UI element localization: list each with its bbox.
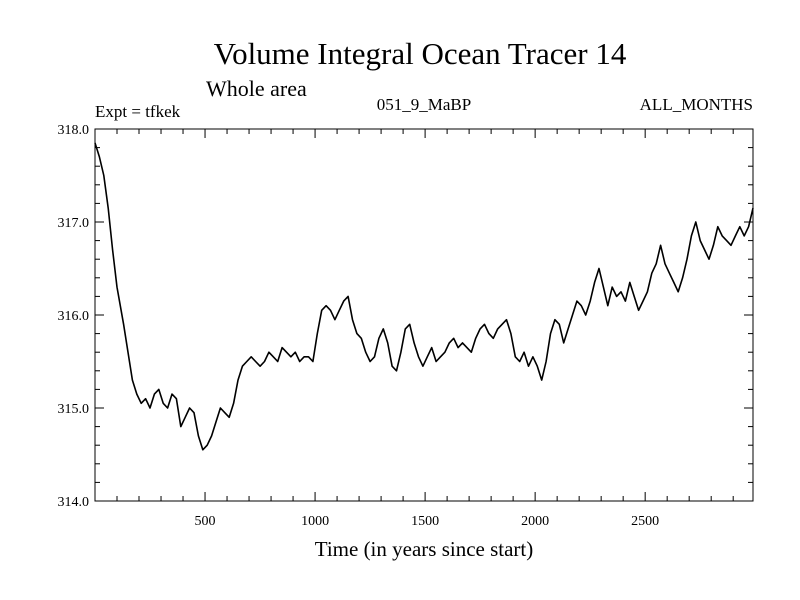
x-tick-label: 2000 — [521, 514, 549, 529]
x-tick-label: 1500 — [411, 514, 439, 529]
y-tick-label: 315.0 — [58, 402, 90, 417]
x-tick-label: 500 — [195, 514, 216, 529]
experiment-label: Expt = tfkek — [95, 102, 181, 121]
series-line — [94, 142, 754, 451]
plot-frame — [94, 128, 754, 502]
axis-tick-labels: 500 1000 1500 2000 2500 314.0 315.0 316.0 317.0 3… — [58, 123, 660, 529]
x-tick-label: 1000 — [301, 514, 329, 529]
y-tick-label: 314.0 — [58, 495, 90, 510]
axis-ticks — [95, 129, 753, 501]
chart-subtitle: Whole area — [206, 76, 307, 101]
y-tick-label: 316.0 — [58, 309, 90, 324]
chart-title: Volume Integral Ocean Tracer 14 — [214, 36, 627, 71]
period-label: 051_9_MaBP — [377, 95, 471, 114]
series-layer — [94, 142, 754, 451]
x-axis-label: Time (in years since start) — [315, 537, 534, 561]
months-label: ALL_MONTHS — [640, 95, 753, 114]
y-tick-label: 317.0 — [58, 216, 90, 231]
y-tick-label: 318.0 — [58, 123, 90, 138]
x-tick-label: 2500 — [631, 514, 659, 529]
